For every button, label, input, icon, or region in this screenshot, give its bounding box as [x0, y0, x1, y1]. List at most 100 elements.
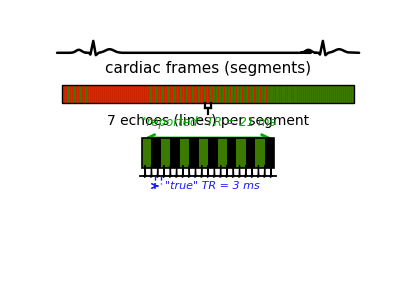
Bar: [329, 85, 330, 102]
Bar: [226, 138, 236, 168]
Bar: [152, 85, 153, 102]
Bar: [330, 85, 331, 102]
Bar: [310, 85, 311, 102]
Bar: [130, 85, 131, 102]
Bar: [281, 85, 282, 102]
Bar: [252, 85, 253, 102]
Bar: [80, 85, 81, 102]
Bar: [333, 85, 334, 102]
Bar: [165, 85, 166, 102]
Bar: [137, 85, 138, 102]
Bar: [142, 85, 143, 102]
Text: 7 echoes (lines) per segment: 7 echoes (lines) per segment: [107, 114, 308, 128]
Bar: [231, 85, 232, 102]
Bar: [198, 85, 200, 102]
Bar: [88, 85, 89, 102]
Bar: [280, 85, 281, 102]
Bar: [66, 85, 67, 102]
Bar: [136, 85, 137, 102]
Bar: [203, 85, 204, 102]
Bar: [316, 85, 317, 102]
Bar: [167, 85, 168, 102]
Bar: [224, 85, 225, 102]
Bar: [89, 85, 90, 102]
Text: "reported" TR = 21 ms: "reported" TR = 21 ms: [141, 116, 275, 129]
Bar: [62, 85, 354, 102]
Bar: [116, 85, 117, 102]
Bar: [70, 85, 71, 102]
Bar: [338, 85, 339, 102]
Bar: [318, 85, 319, 102]
Bar: [304, 85, 305, 102]
Bar: [207, 85, 208, 102]
Bar: [121, 85, 122, 102]
Bar: [232, 85, 234, 102]
Bar: [142, 138, 273, 168]
Bar: [122, 85, 123, 102]
Bar: [334, 85, 335, 102]
Bar: [134, 85, 135, 102]
Bar: [184, 85, 185, 102]
Bar: [101, 85, 102, 102]
Bar: [189, 85, 190, 102]
Bar: [306, 85, 307, 102]
Bar: [71, 85, 72, 102]
Bar: [225, 85, 226, 102]
Bar: [112, 85, 113, 102]
Bar: [341, 85, 343, 102]
Bar: [269, 85, 270, 102]
Bar: [256, 85, 257, 102]
Bar: [183, 85, 184, 102]
Bar: [251, 85, 252, 102]
Bar: [311, 85, 312, 102]
Bar: [171, 85, 172, 102]
Bar: [75, 85, 76, 102]
Bar: [120, 85, 121, 102]
Bar: [228, 85, 229, 102]
Bar: [208, 85, 209, 102]
Bar: [201, 85, 202, 102]
Bar: [236, 138, 245, 168]
Bar: [108, 85, 109, 102]
Bar: [149, 85, 150, 102]
Bar: [245, 138, 255, 168]
Bar: [266, 85, 267, 102]
Bar: [245, 85, 246, 102]
Bar: [265, 85, 266, 102]
Bar: [132, 85, 133, 102]
Bar: [187, 85, 188, 102]
Bar: [166, 85, 167, 102]
Bar: [104, 85, 105, 102]
Bar: [151, 85, 152, 102]
Bar: [227, 85, 228, 102]
Bar: [221, 85, 222, 102]
Bar: [177, 85, 178, 102]
Bar: [246, 85, 247, 102]
Bar: [315, 85, 316, 102]
Bar: [63, 85, 64, 102]
Bar: [139, 85, 140, 102]
Bar: [210, 85, 211, 102]
Bar: [125, 85, 126, 102]
Bar: [275, 85, 276, 102]
Bar: [193, 85, 194, 102]
Bar: [289, 85, 290, 102]
Bar: [178, 85, 179, 102]
Bar: [242, 85, 243, 102]
Bar: [263, 85, 264, 102]
Bar: [83, 85, 84, 102]
Bar: [328, 85, 329, 102]
Bar: [175, 85, 176, 102]
Bar: [352, 85, 353, 102]
Bar: [250, 85, 251, 102]
Bar: [295, 85, 296, 102]
Bar: [218, 85, 219, 102]
Bar: [179, 85, 180, 102]
Bar: [307, 85, 309, 102]
Bar: [294, 85, 295, 102]
Bar: [240, 85, 241, 102]
Bar: [188, 85, 189, 102]
Bar: [297, 85, 298, 102]
Bar: [258, 85, 259, 102]
Bar: [126, 85, 127, 102]
